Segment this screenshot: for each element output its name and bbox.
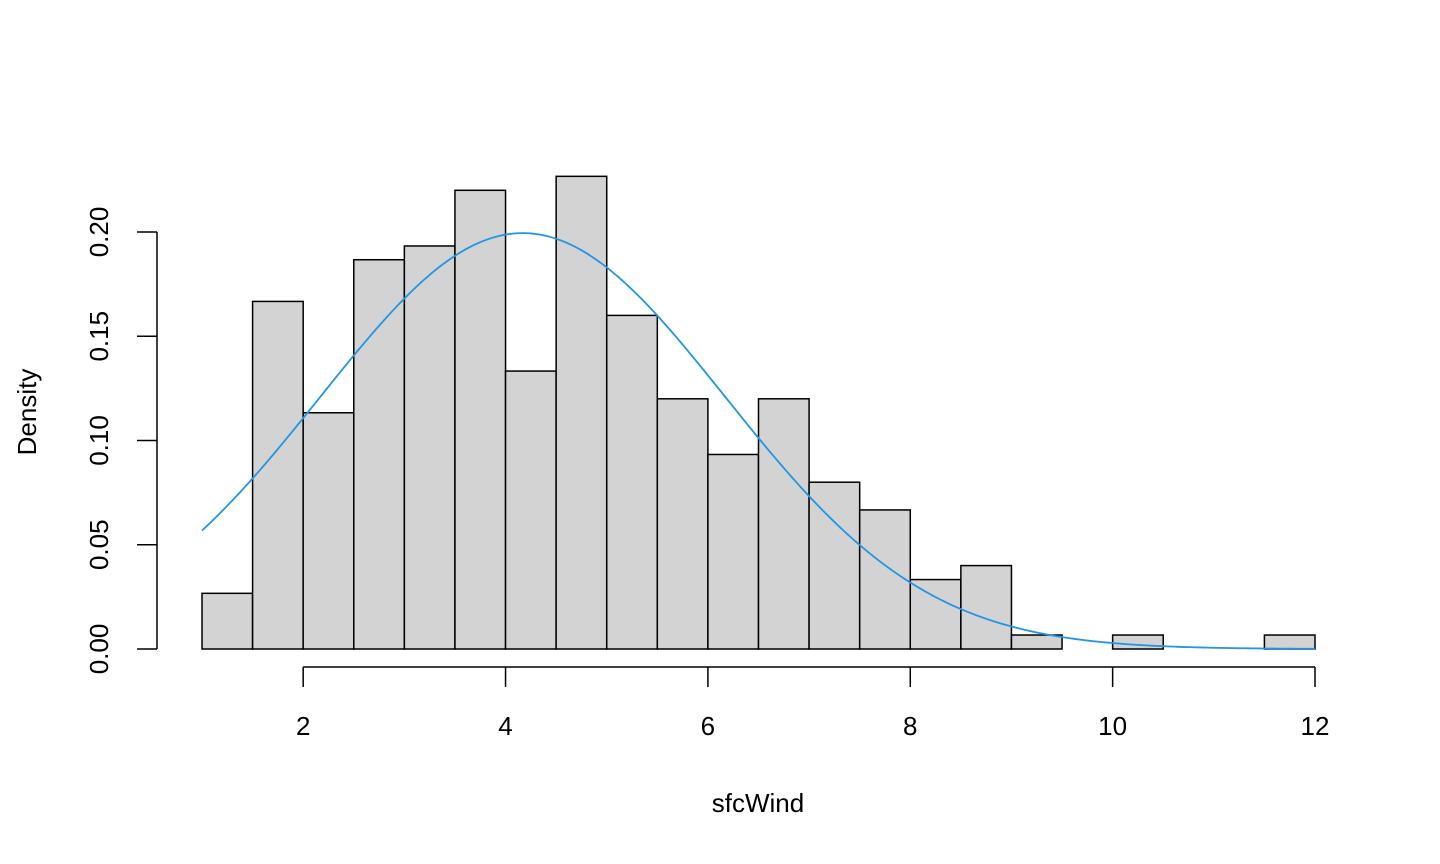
y-tick-label: 0.05 — [84, 519, 114, 570]
y-tick-label: 0.15 — [84, 311, 114, 362]
y-tick-label: 0.00 — [84, 624, 114, 675]
x-tick-label: 2 — [296, 711, 310, 741]
histogram-bar — [1263, 634, 1316, 650]
histogram-bar — [858, 509, 912, 650]
x-tick-label: 12 — [1301, 711, 1330, 741]
histogram-bar — [909, 578, 962, 650]
histogram-bar — [1111, 634, 1164, 650]
histogram-bar — [656, 398, 709, 650]
histogram-bar — [808, 481, 861, 650]
histogram-bar — [302, 412, 355, 650]
x-tick-label: 4 — [498, 711, 512, 741]
x-tick-label: 10 — [1098, 711, 1127, 741]
x-axis: 2 4 6 8 10 12 — [296, 666, 1330, 741]
x-tick-label: 8 — [903, 711, 917, 741]
y-tick-label: 0.10 — [84, 415, 114, 466]
histogram-bar — [1010, 634, 1063, 650]
histogram-bars — [201, 175, 1316, 650]
histogram-bar — [757, 398, 810, 650]
histogram-bar — [707, 453, 760, 650]
histogram-bar — [605, 314, 659, 650]
y-axis-title: Density — [12, 369, 42, 456]
density-curve — [201, 232, 1316, 650]
histogram-bar — [403, 245, 456, 650]
x-tick-label: 6 — [701, 711, 715, 741]
histogram-bar — [960, 564, 1013, 650]
y-tick-label: 0.20 — [84, 207, 114, 258]
histogram-bar — [504, 370, 557, 650]
histogram-bar — [251, 300, 304, 650]
histogram-bar — [454, 189, 507, 650]
histogram-bar — [201, 592, 254, 650]
x-axis-title: sfcWind — [712, 788, 804, 818]
histogram-bar — [353, 258, 406, 650]
y-axis: 0.00 0.05 0.10 0.15 0.20 — [84, 207, 158, 675]
histogram-bar — [555, 175, 608, 650]
